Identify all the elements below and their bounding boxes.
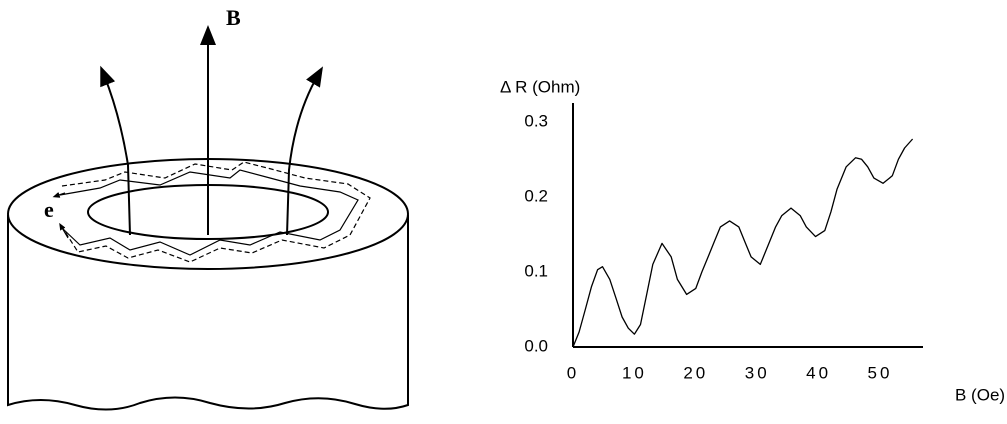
figure: B e Δ R (Ohm) B (Oe) 0.0 0.1 0.2 0.3 0 10 20 30…	[0, 0, 1007, 424]
y-tick-label: 0.1	[524, 261, 548, 280]
cylinder-diagram: B e	[8, 5, 408, 409]
x-tick-label: 40	[806, 363, 831, 382]
data-line	[573, 139, 913, 347]
x-tick-label: 50	[868, 363, 893, 382]
electron-label: e	[44, 197, 54, 222]
field-arrow	[287, 75, 318, 235]
x-tick-label: 30	[745, 363, 770, 382]
field-arrow	[104, 75, 130, 235]
electron-path-dashed	[60, 162, 370, 262]
page: B e Δ R (Ohm) B (Oe) 0.0 0.1 0.2 0.3 0 10 20 30…	[0, 0, 1007, 424]
chart: Δ R (Ohm) B (Oe) 0.0 0.1 0.2 0.3 0 10 20 30 40 50	[500, 77, 1005, 404]
x-tick-label: 20	[683, 363, 708, 382]
y-tick-label: 0.0	[524, 336, 548, 355]
x-tick-label: 0	[567, 363, 579, 382]
x-tick-label: 10	[622, 363, 647, 382]
y-axis-label: Δ R (Ohm)	[500, 77, 580, 96]
y-tick-label: 0.3	[524, 111, 548, 130]
y-tick-label: 0.2	[524, 186, 548, 205]
x-axis-label: B (Oe)	[955, 385, 1005, 404]
field-label: B	[226, 5, 241, 30]
cylinder-body	[8, 215, 408, 410]
